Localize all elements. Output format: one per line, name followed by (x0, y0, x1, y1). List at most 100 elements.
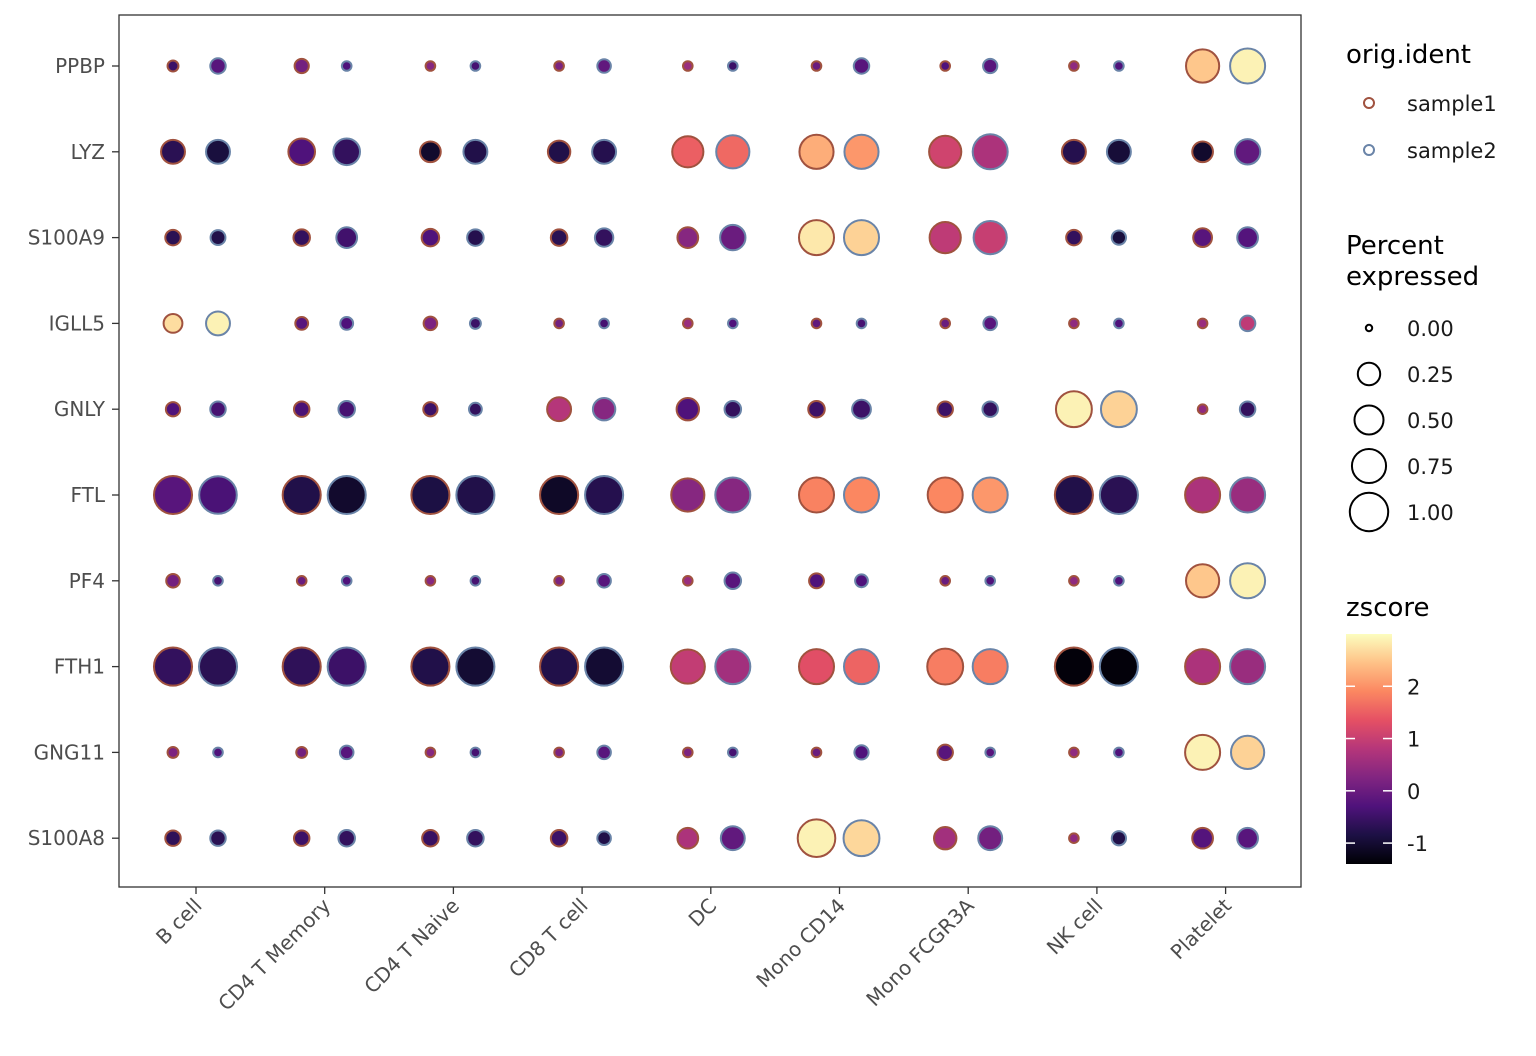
dot (1191, 826, 1214, 850)
colorbar-tick-label: 2 (1407, 675, 1420, 699)
dot (853, 744, 870, 761)
dot (410, 646, 451, 687)
dot (212, 746, 224, 759)
dot (340, 60, 353, 72)
dot (807, 399, 826, 419)
dot (1185, 48, 1221, 84)
dot (553, 317, 565, 330)
dot (1236, 826, 1259, 850)
dot (164, 401, 182, 418)
dot (1053, 474, 1094, 516)
dot (928, 134, 963, 169)
dot (596, 744, 612, 761)
dot (326, 474, 367, 516)
dot (727, 746, 739, 759)
dot (682, 60, 694, 72)
dot (1065, 228, 1083, 247)
panel-border (118, 14, 1302, 888)
dot (810, 60, 823, 72)
dot (468, 316, 482, 330)
dot (164, 228, 182, 247)
dot (422, 315, 439, 332)
dot (1068, 746, 1080, 759)
dot (553, 746, 565, 759)
dot (549, 828, 569, 848)
dot (209, 57, 227, 75)
dot (981, 400, 999, 418)
dot (205, 310, 231, 337)
dot (469, 60, 482, 72)
dot (926, 476, 964, 514)
dot (675, 397, 700, 422)
dot (671, 135, 705, 169)
dot (936, 400, 954, 418)
dot (292, 400, 311, 418)
y-tick-label: S100A9 (28, 226, 105, 250)
dot (294, 316, 310, 331)
dot (466, 828, 485, 848)
size-legend-label: 1.00 (1407, 501, 1454, 525)
dot (977, 825, 1004, 852)
x-tick-label: CD8 T cell (504, 894, 593, 983)
dot (335, 226, 359, 249)
x-tick-label: NK cell (1042, 894, 1108, 960)
color-legend: zscore -1 0 1 2 (1346, 593, 1430, 864)
dot (670, 477, 706, 513)
dot (462, 138, 489, 165)
dot (984, 746, 997, 759)
dot (982, 57, 999, 75)
dot (596, 830, 612, 846)
size-legend-label: 0.75 (1407, 455, 1454, 479)
dot (936, 743, 954, 762)
dot (164, 829, 182, 847)
dot (584, 474, 625, 516)
dot (1233, 138, 1262, 166)
dot (1113, 575, 1125, 587)
dot (939, 575, 952, 587)
dot (1236, 226, 1259, 249)
dot (332, 137, 362, 167)
y-tick-label: IGLL5 (49, 311, 105, 335)
dot (422, 401, 439, 418)
size-legend-label: 0.00 (1407, 317, 1454, 341)
dot (1185, 563, 1221, 599)
dot (209, 829, 227, 847)
dot (468, 401, 483, 417)
y-tick-label: GNLY (54, 397, 106, 421)
size-legend-key (1356, 361, 1382, 387)
dot (714, 476, 752, 514)
dot (810, 317, 823, 330)
dot (205, 138, 231, 165)
dot (1191, 140, 1214, 164)
dot (295, 745, 309, 759)
dots (152, 47, 1267, 858)
dot (553, 60, 565, 72)
dot (719, 825, 746, 852)
y-tick-label: FTL (70, 483, 105, 507)
dot (676, 826, 700, 850)
dot (326, 646, 367, 687)
dot (197, 646, 239, 687)
dot (337, 828, 356, 848)
dot (1060, 138, 1087, 165)
size-legend: Percent expressed 0.00 0.25 0.50 0.75 1.00 (1346, 231, 1479, 533)
dot (1196, 317, 1209, 330)
dot (591, 138, 618, 165)
color-legend-title: zscore (1346, 593, 1430, 623)
y-tick-label: PPBP (55, 54, 105, 78)
y-axis: PPBP LYZ S100A9 IGLL5 GNLY FTL PF4 FTH1 GNG11 S10… (28, 54, 119, 850)
dot (152, 646, 194, 687)
y-tick-label: PF4 (69, 569, 105, 593)
dot (855, 317, 868, 330)
dot (546, 139, 572, 165)
size-legend-label: 0.25 (1407, 363, 1454, 387)
dot (715, 134, 751, 170)
dot (420, 227, 441, 248)
dot (1192, 227, 1213, 249)
dot (455, 646, 496, 687)
dot (971, 648, 1009, 686)
size-legend-key (1353, 404, 1385, 436)
dot (165, 573, 181, 589)
dot (539, 646, 580, 687)
